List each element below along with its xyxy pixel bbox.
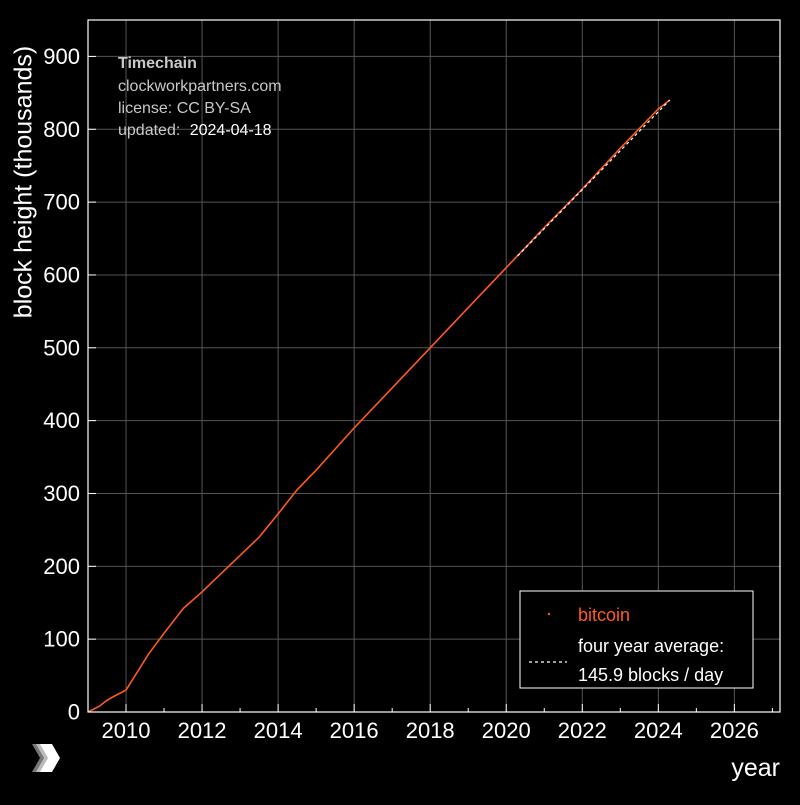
- legend-average-label-1: four year average:: [578, 636, 724, 656]
- x-tick-label: 2018: [406, 718, 455, 743]
- info-updated: updated: 2024-04-18: [118, 122, 272, 139]
- y-tick-label: 400: [43, 408, 80, 433]
- y-tick-label: 300: [43, 481, 80, 506]
- y-tick-label: 900: [43, 44, 80, 69]
- legend-average-label-2: 145.9 blocks / day: [578, 665, 723, 685]
- info-title: Timechain: [118, 55, 197, 72]
- y-tick-label: 500: [43, 335, 80, 360]
- info-updated-value: 2024-04-18: [190, 122, 272, 139]
- legend-bitcoin-marker: [547, 612, 551, 616]
- y-tick-label: 100: [43, 627, 80, 652]
- four-year-average-line: [517, 99, 671, 257]
- y-tick-labels: 0 100 200 300 400 500 600 700 800 900: [43, 44, 80, 725]
- y-axis-label: block height (thousands): [10, 46, 38, 318]
- x-tick-label: 2020: [482, 718, 531, 743]
- legend-bitcoin-label: bitcoin: [578, 605, 630, 625]
- info-block: Timechain clockworkpartners.com license:…: [118, 55, 282, 139]
- x-axis-label: year: [731, 754, 780, 782]
- x-tick-label: 2022: [558, 718, 607, 743]
- x-tick-label: 2016: [330, 718, 379, 743]
- y-tick-label: 600: [43, 262, 80, 287]
- x-tick-label: 2024: [634, 718, 683, 743]
- legend-box: [519, 590, 754, 689]
- x-tick-label: 2026: [710, 718, 759, 743]
- x-tick-label: 2010: [102, 718, 151, 743]
- y-tick-label: 200: [43, 554, 80, 579]
- y-tick-label: 800: [43, 117, 80, 142]
- series-lines: [87, 99, 671, 713]
- bitcoin-series-line: [87, 99, 671, 713]
- info-updated-label: updated:: [118, 122, 180, 139]
- legend: bitcoin four year average: 145.9 blocks …: [519, 590, 754, 689]
- plot-frame: [87, 19, 781, 713]
- tick-marks: [87, 55, 773, 713]
- y-tick-label: 700: [43, 190, 80, 215]
- y-tick-label: 0: [68, 700, 80, 725]
- info-website: clockworkpartners.com: [118, 78, 282, 95]
- x-tick-label: 2014: [254, 718, 303, 743]
- info-license: license: CC BY-SA: [118, 100, 251, 117]
- x-tick-labels: 2010 2012 2014 2016 2018 2020 2022 2024 2026: [102, 718, 759, 743]
- x-tick-label: 2012: [178, 718, 227, 743]
- logo-icon: [32, 744, 60, 772]
